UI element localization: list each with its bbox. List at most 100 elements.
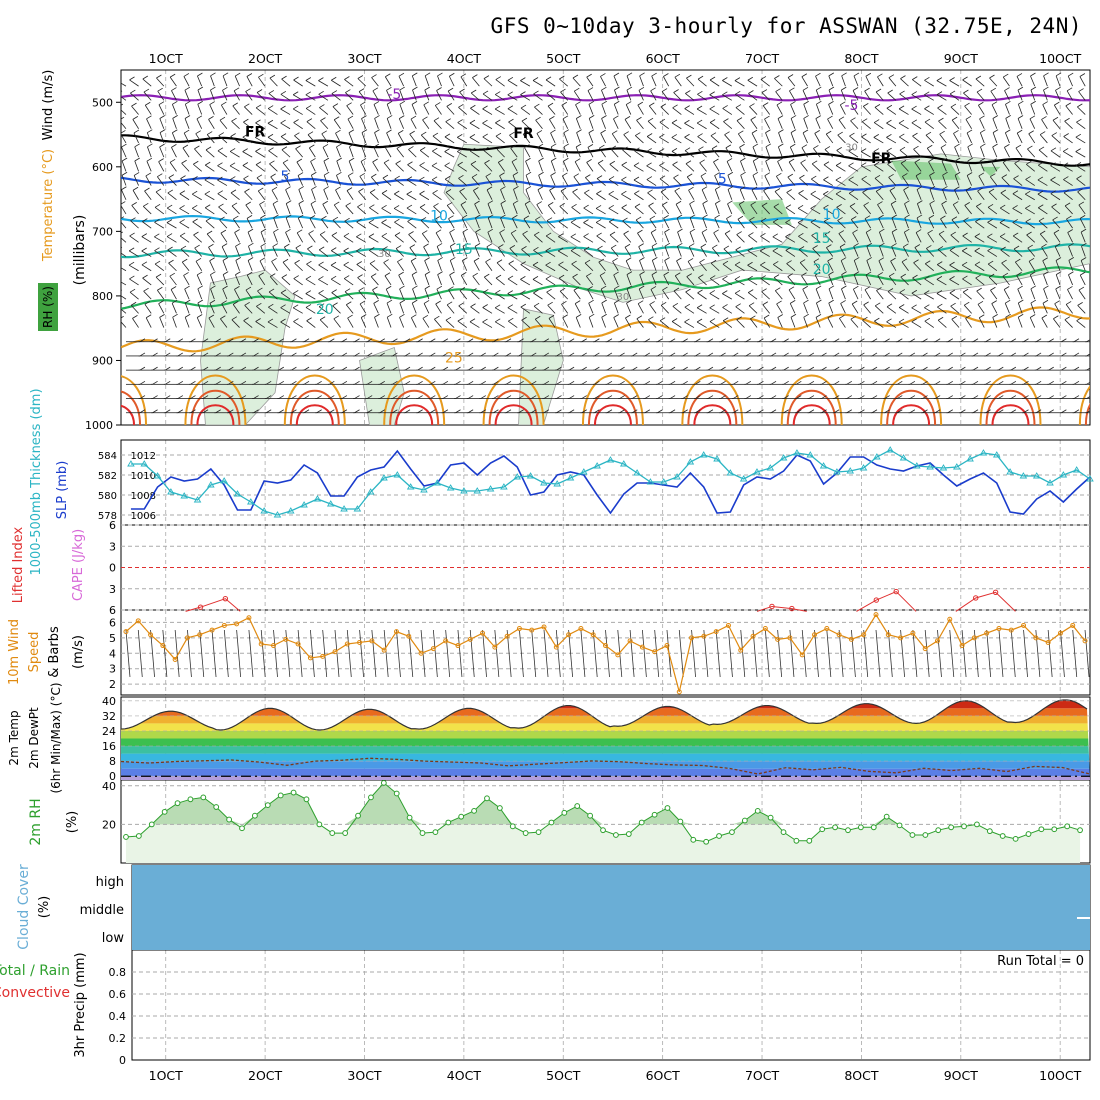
thickness-point [193, 496, 202, 503]
wind-barb-flag [788, 158, 795, 163]
wind-barb [740, 160, 745, 172]
wind-barb [445, 121, 455, 130]
wind-barb-flag [269, 160, 275, 165]
wind-barb [950, 106, 960, 115]
wind-barb [360, 161, 367, 172]
wind-barb-flag [372, 87, 379, 92]
wind-barb [280, 122, 291, 130]
wind-barb-flag [1012, 232, 1019, 237]
wind-speed-line [125, 613, 1086, 693]
wind-barb-flag [404, 409, 411, 414]
wind-barb [899, 149, 909, 158]
wind-barb-flag [661, 88, 668, 92]
wind-barb-flag [190, 395, 196, 399]
wind-barb [734, 279, 745, 286]
wind-barb-flag [648, 316, 654, 321]
wind-barb-flag [606, 338, 613, 343]
wind-barb-flag [531, 409, 537, 414]
wind-barb-flag [1015, 258, 1021, 263]
wind-barb [562, 317, 569, 328]
wind-barb [158, 303, 165, 314]
wind-barb-flag [404, 338, 411, 343]
rh-area [125, 782, 1081, 863]
wind-barb [482, 307, 493, 314]
wind-barb [444, 165, 455, 172]
wind-barb [310, 161, 316, 172]
rh-point [716, 833, 722, 839]
wind-barb-flag [609, 231, 616, 236]
wind-barb [875, 91, 884, 101]
wind-barb-flag [601, 299, 607, 304]
wind-barb-flag [293, 275, 299, 279]
wind-barb [495, 94, 505, 101]
wind-barb-flag [133, 172, 140, 176]
wind-barb-flag [406, 190, 412, 195]
wind-barb [774, 191, 783, 201]
thickness-point [406, 483, 415, 490]
rh-point [432, 829, 439, 836]
rh-point [368, 794, 374, 801]
lifted-index-point [873, 597, 880, 603]
wind-barb-flag [168, 174, 175, 178]
wind-barb [650, 232, 657, 243]
wind-barb [588, 303, 594, 314]
precip-tick-label: 0 [119, 1054, 126, 1067]
wind-barb [585, 177, 594, 186]
wind-barb [219, 219, 228, 229]
wind-barb [600, 76, 606, 87]
wind-barb-flag [657, 352, 663, 357]
thickness-point [739, 475, 748, 482]
wind-barb [229, 165, 240, 172]
wind-barb [407, 164, 417, 172]
wind-barb [709, 293, 720, 300]
wind-barb-flag [802, 129, 809, 134]
wind-barb [1004, 132, 1010, 144]
precip-convective-label: Convective [0, 985, 70, 1001]
wind-barb [423, 246, 430, 257]
wind-barb [824, 149, 834, 158]
wind-barb [601, 118, 606, 129]
wind-barb-flag [672, 161, 678, 166]
wind-barb-flag [255, 161, 262, 166]
wind-barb [838, 233, 846, 243]
wind-barb-flag [395, 245, 402, 249]
wind-barb [725, 147, 733, 158]
wind-barb [1050, 165, 1061, 172]
temperature-band [121, 723, 1090, 731]
wind-barb-flag [1017, 115, 1024, 119]
wind-barb [235, 274, 240, 286]
wind-barb [349, 146, 354, 158]
wind-barb-flag [875, 188, 882, 192]
wind-barb [776, 176, 783, 186]
wind-barb-flag [714, 214, 720, 219]
wind-barb-flag [152, 395, 158, 399]
wind-barb-flag [450, 242, 456, 247]
wind-barb-flag [190, 352, 196, 357]
wind-barb-flag [934, 338, 941, 343]
wind-barb-flag [954, 186, 960, 191]
wind-barb-flag [573, 286, 580, 291]
wind-barb-flag [306, 118, 313, 122]
wind-barb [790, 118, 796, 129]
surface-wind-barb [678, 629, 684, 678]
wind-barb [486, 189, 493, 200]
wind-barb-flag [379, 366, 385, 371]
wind-barb [1055, 288, 1061, 300]
wind-barb-flag [762, 102, 769, 106]
wind-barb-flag [1041, 314, 1048, 319]
wind-barb-flag [1025, 204, 1031, 209]
wind-barb [1053, 104, 1061, 115]
wind-barb-flag [879, 228, 885, 233]
wind-barb [398, 76, 405, 87]
wind-barb [210, 274, 215, 286]
wind-barb [674, 275, 682, 286]
wind-barb-flag [871, 395, 878, 399]
wind-barb [776, 104, 783, 115]
wind-barb [903, 189, 909, 200]
wind-speed-point [1008, 627, 1014, 633]
wind-barb-flag [1042, 299, 1049, 304]
wind-barb [356, 250, 366, 257]
wind-barb-flag [1010, 409, 1017, 414]
wind-barb [622, 220, 632, 229]
wind-barb [121, 295, 127, 300]
